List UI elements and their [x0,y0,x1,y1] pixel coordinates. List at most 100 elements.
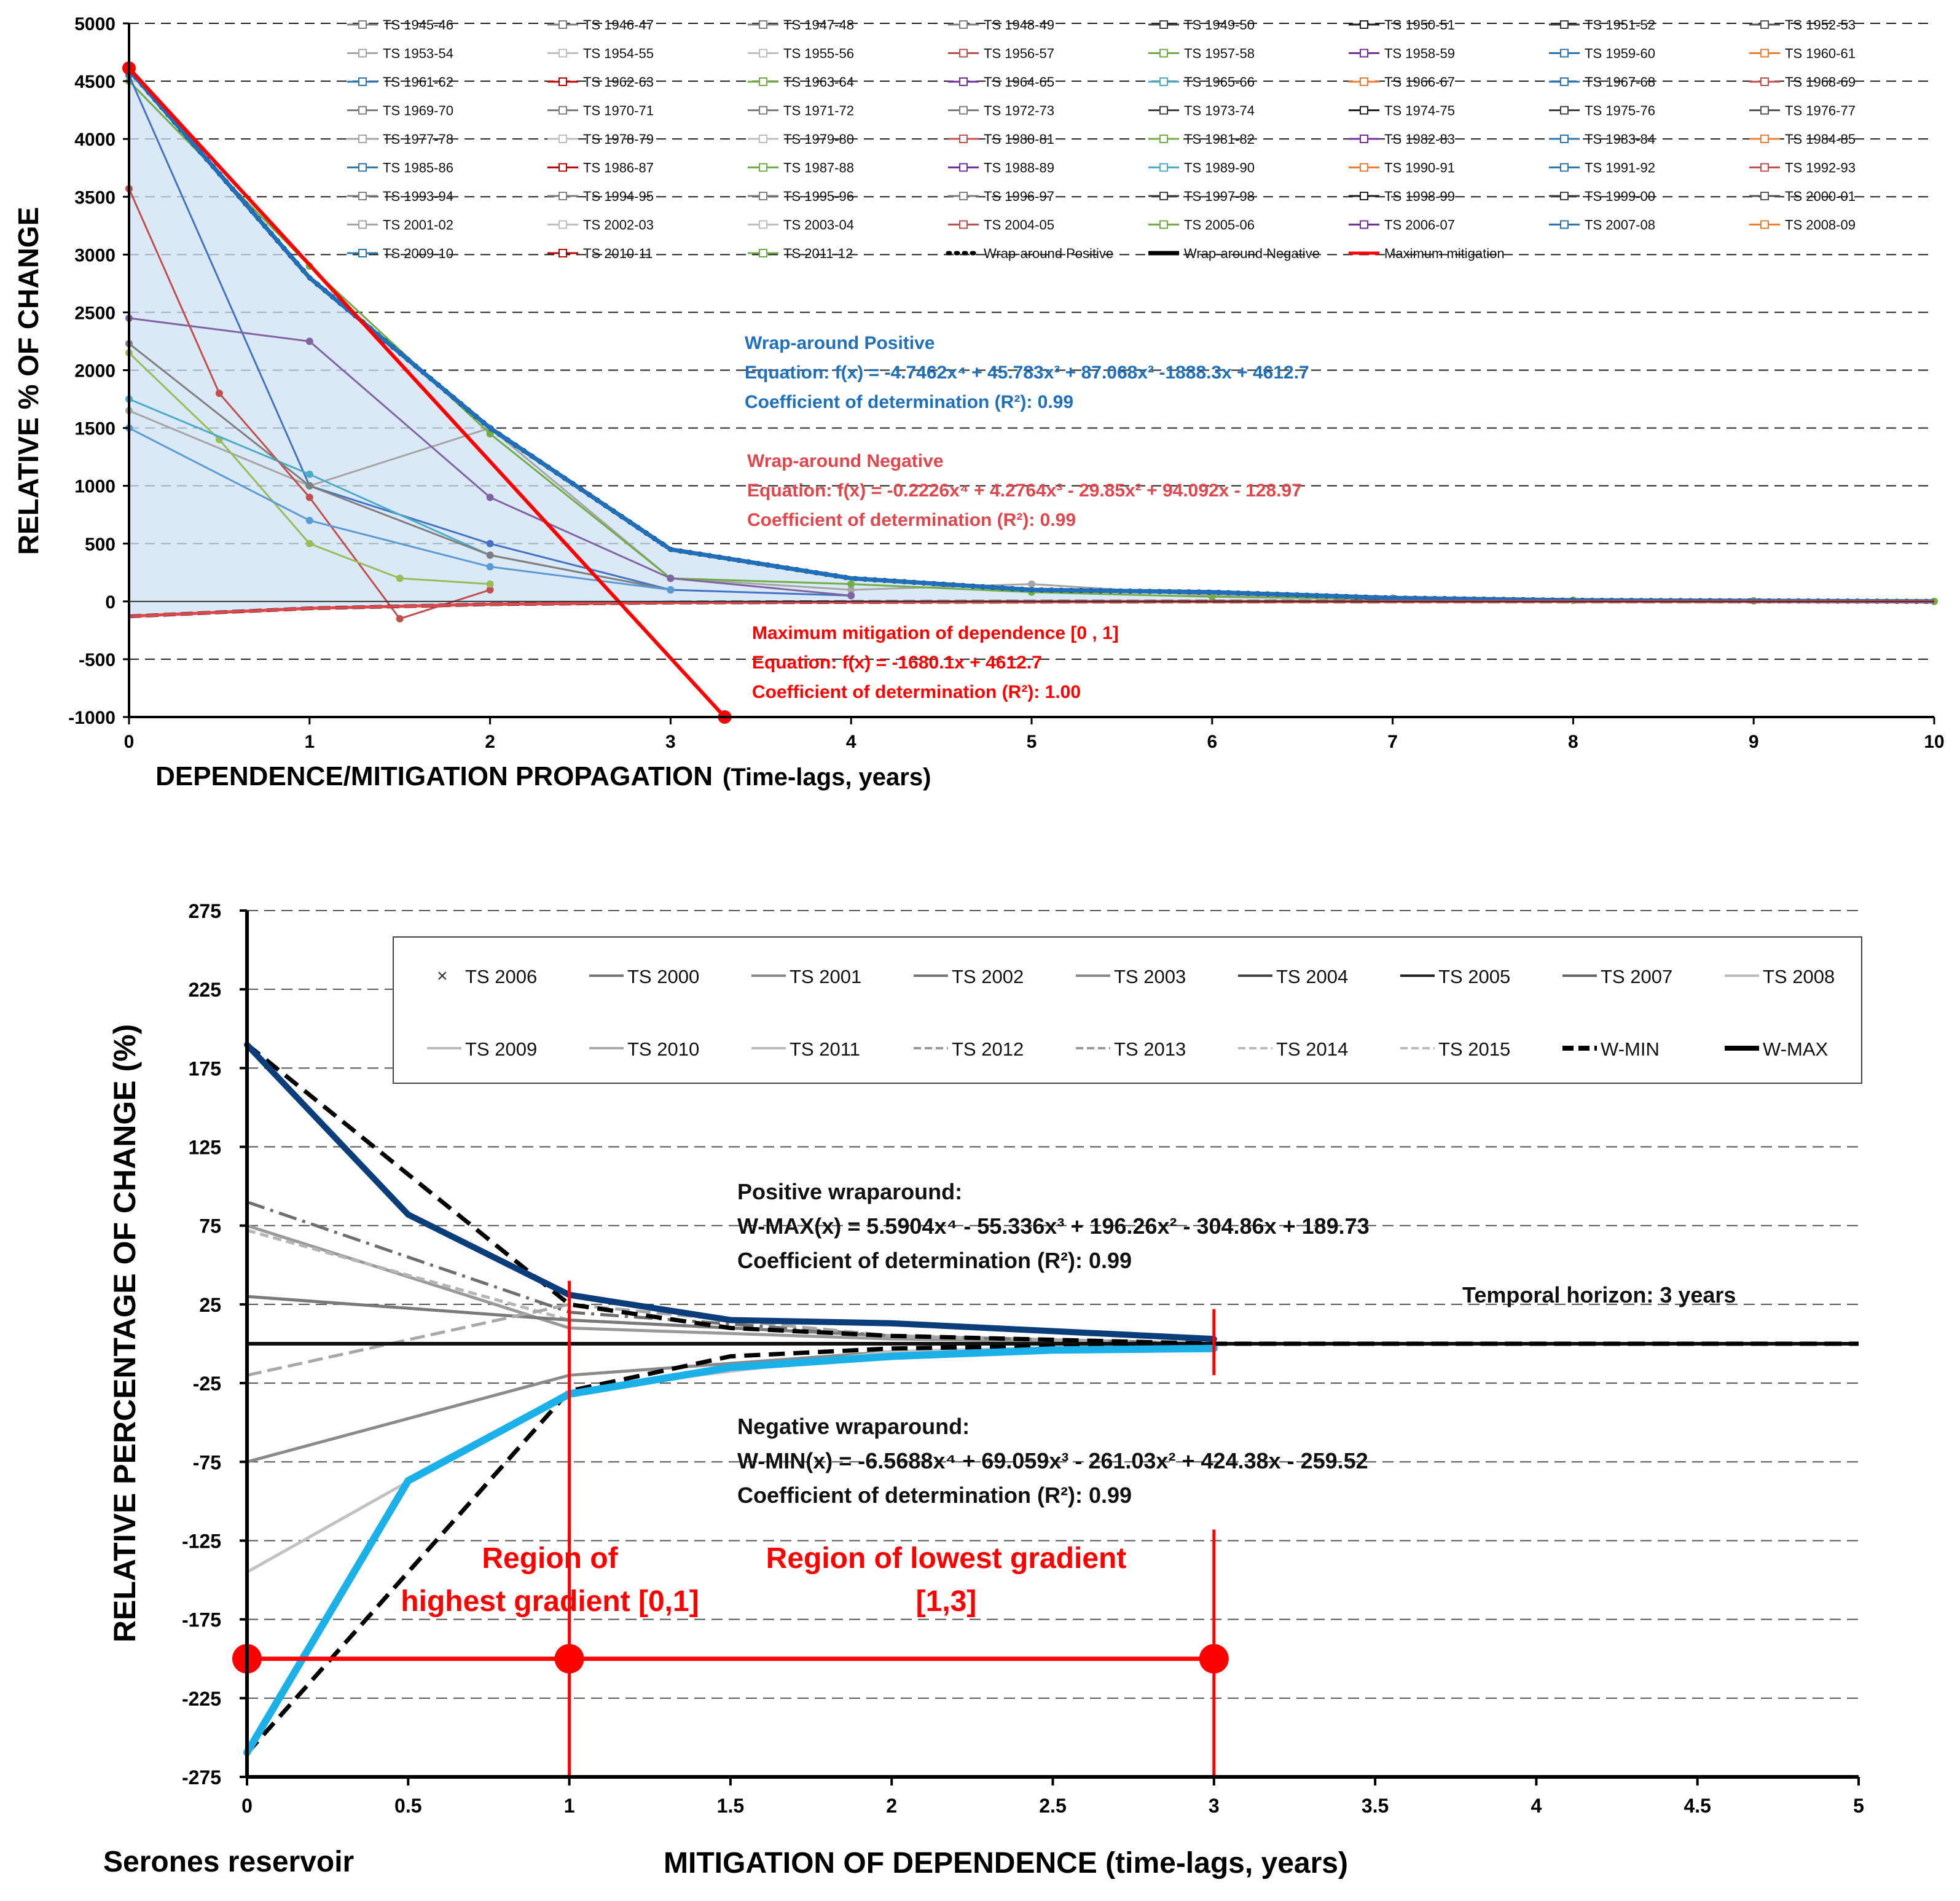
legend-label: TS 1952-53 [1785,17,1856,33]
top-x-tick-label: 10 [1924,732,1944,752]
legend-marker [959,192,968,200]
legend-label: TS 2000 [627,966,699,987]
w-min-fit-curve [243,1344,1218,1757]
legend-label: TS 2010 [627,1038,699,1060]
top-legend-item: TS 1960-61 [1749,46,1856,61]
legend-label: TS 1968-69 [1785,74,1856,90]
top-series-point [305,470,313,478]
top-legend-item: TS 1965-66 [1148,74,1255,90]
legend-label: TS 1964-65 [984,74,1054,90]
neg-r2: Coefficient of determination (R²): 0.99 [747,510,1076,530]
top-legend-item: TS 1997-98 [1148,189,1255,204]
legend-label: TS 1971-72 [783,103,854,119]
legend-label: TS 2007-08 [1585,218,1655,233]
bottom-legend: × TS 2006 TS 2000 TS 2001 TS 2002 TS 2003 TS 2… [427,966,1835,1060]
bottom-x-tick-label: 3 [1209,1795,1220,1817]
bottom-annotation-negative: Negative wraparound: W-MIN(x) = -6.5688x… [737,1414,1368,1508]
legend-marker [358,106,367,115]
legend-label: TS 2000-01 [1785,189,1856,204]
top-legend-item: TS 1987-88 [748,160,854,176]
wmax-r2: Coefficient of determination (R²): 0.99 [737,1248,1132,1273]
region2-line1: Region of lowest gradient [766,1542,1127,1575]
top-x-tick-label: 8 [1568,732,1578,752]
top-legend-item: TS 1975-76 [1549,103,1655,119]
legend-label: TS 1998-99 [1384,189,1455,204]
region1-line2: highest gradient [0,1] [401,1585,699,1618]
legend-label: TS 1983-84 [1585,131,1655,147]
legend-label: TS 1961-62 [383,74,453,90]
top-legend-item: TS 1956-57 [948,46,1054,61]
top-legend-item: TS 1982-83 [1349,131,1455,147]
pos-title: Wrap-around Positive [745,333,935,353]
top-annotation-mitigation: Maximum mitigation of dependence [0 , 1]… [752,623,1119,702]
top-series-point [486,586,494,594]
legend-label: TS 2005-06 [1184,218,1255,233]
legend-label: TS 1988-89 [984,160,1054,176]
legend-label: TS 1995-96 [783,189,854,204]
legend-marker [559,106,567,115]
legend-marker [1360,49,1368,58]
top-series-point [847,580,855,588]
bottom-legend-item: TS 2004 [1238,966,1348,987]
top-legend-item: TS 1996-97 [948,189,1054,204]
top-series-point [1208,593,1216,601]
bottom-legend-item: TS 2011 [751,1038,860,1060]
top-series-point [486,551,494,559]
top-legend-item: TS 1961-62 [347,74,453,90]
legend-label: TS 1974-75 [1384,103,1455,119]
legend-label: TS 1966-67 [1384,74,1455,90]
top-y-tick-label: 2000 [74,361,116,382]
legend-marker [1560,49,1569,58]
bottom-x-axis-label: MITIGATION OF DEPENDENCE (time-lags, yea… [664,1847,1348,1879]
legend-label: TS 2014 [1276,1038,1348,1060]
legend-label: TS 2004-05 [984,218,1054,233]
top-series-point [396,615,404,623]
top-y-tick-label: 5000 [74,14,116,34]
legend-label: TS 1960-61 [1785,46,1856,61]
bottom-x-tick-label: 0 [241,1795,253,1817]
top-x-axis-label: DEPENDENCE/MITIGATION PROPAGATION [155,761,713,791]
top-legend-item: TS 1969-70 [347,103,453,119]
legend-marker [759,20,767,29]
top-legend-item: TS 1970-71 [547,103,654,119]
legend-marker [959,106,968,115]
legend-marker [1760,20,1769,29]
top-legend-item: TS 1945-46 [347,17,453,33]
top-legend-item: TS 1974-75 [1349,103,1455,119]
bottom-legend-item: TS 2005 [1400,966,1510,987]
bottom-legend-item: TS 2012 [914,1038,1024,1060]
top-series-point [305,539,313,547]
bottom-annotation-positive: Positive wraparound: W-MAX(x) = 5.5904x⁴… [737,1179,1370,1273]
bottom-legend-item: TS 2014 [1238,1038,1348,1060]
legend-marker [1159,20,1168,29]
legend-marker [959,220,968,229]
reservoir-label: Serones reservoir [103,1846,354,1878]
legend-label: TS 1996-97 [984,189,1054,204]
top-series-point [1028,580,1035,588]
top-series-point [486,493,494,501]
bottom-x-tick-label: 4.5 [1684,1795,1711,1817]
legend-label: TS 2008 [1763,966,1835,987]
top-legend-item: TS 1957-58 [1148,46,1255,61]
top-legend-item: TS 1966-67 [1349,74,1455,90]
legend-label: TS 1947-48 [783,17,854,33]
legend-marker [759,163,767,172]
bottom-x-tick-label: 5 [1853,1795,1864,1817]
legend-label: TS 1963-64 [783,74,854,90]
legend-marker [1360,220,1368,229]
top-legend-item: TS 1980-81 [948,131,1054,147]
top-x-tick-label: 3 [665,732,676,752]
top-legend-item: TS 1988-89 [948,160,1054,176]
top-legend-item: TS 1976-77 [1749,103,1856,119]
bottom-legend-item: TS 2002 [914,966,1024,987]
legend-label: TS 1989-90 [1184,160,1255,176]
wmin-equation: W-MIN(x) = -6.5688x⁴ + 69.059x³ - 261.03… [737,1448,1368,1473]
top-legend-item: TS 1978-79 [547,131,654,147]
legend-label: TS 1948-49 [984,17,1054,33]
top-legend-item: TS 1968-69 [1749,74,1856,90]
top-legend-item: TS 1983-84 [1549,131,1655,147]
maximum-mitigation-line [127,66,726,719]
legend-marker [559,220,567,229]
bottom-y-tick-label: 125 [189,1137,221,1159]
bottom-x-tick-label: 1.5 [717,1795,744,1817]
